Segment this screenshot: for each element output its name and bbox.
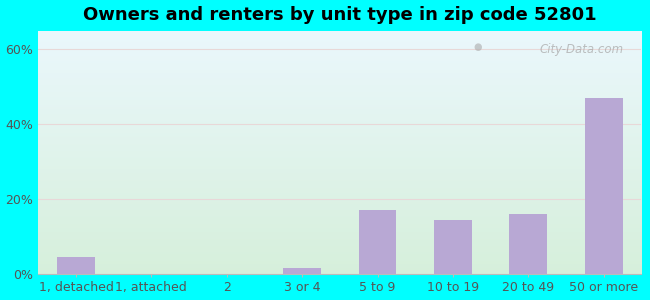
Bar — [57, 257, 95, 274]
Bar — [359, 210, 396, 274]
Bar — [434, 220, 472, 274]
Bar — [585, 98, 623, 274]
Bar — [283, 268, 321, 274]
Title: Owners and renters by unit type in zip code 52801: Owners and renters by unit type in zip c… — [83, 6, 597, 24]
Bar — [510, 214, 547, 274]
Text: ●: ● — [473, 42, 482, 52]
Text: City-Data.com: City-Data.com — [539, 43, 623, 56]
